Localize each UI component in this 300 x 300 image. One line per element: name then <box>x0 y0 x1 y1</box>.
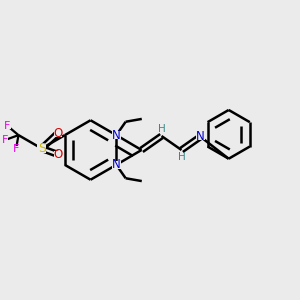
Text: N: N <box>112 129 121 142</box>
Bar <box>112 161 121 169</box>
Text: F: F <box>2 135 8 145</box>
Text: N: N <box>112 158 121 171</box>
Bar <box>159 127 164 133</box>
Text: H: H <box>178 152 185 162</box>
Text: N: N <box>196 130 205 143</box>
Bar <box>13 146 19 152</box>
Bar <box>112 131 121 139</box>
Text: O: O <box>53 127 63 140</box>
Bar <box>53 129 62 137</box>
Text: H: H <box>158 124 165 134</box>
Text: S: S <box>38 142 46 155</box>
Bar <box>4 123 11 129</box>
Text: F: F <box>4 121 11 131</box>
Text: F: F <box>13 144 19 154</box>
Bar <box>53 151 62 158</box>
Bar <box>196 133 205 140</box>
Bar <box>2 137 8 143</box>
Bar <box>37 144 46 153</box>
Text: O: O <box>53 148 63 161</box>
Bar <box>178 154 184 160</box>
